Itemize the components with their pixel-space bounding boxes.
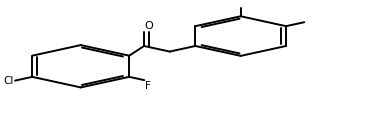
- Text: F: F: [145, 81, 151, 91]
- Text: Cl: Cl: [3, 76, 13, 86]
- Text: O: O: [145, 21, 153, 31]
